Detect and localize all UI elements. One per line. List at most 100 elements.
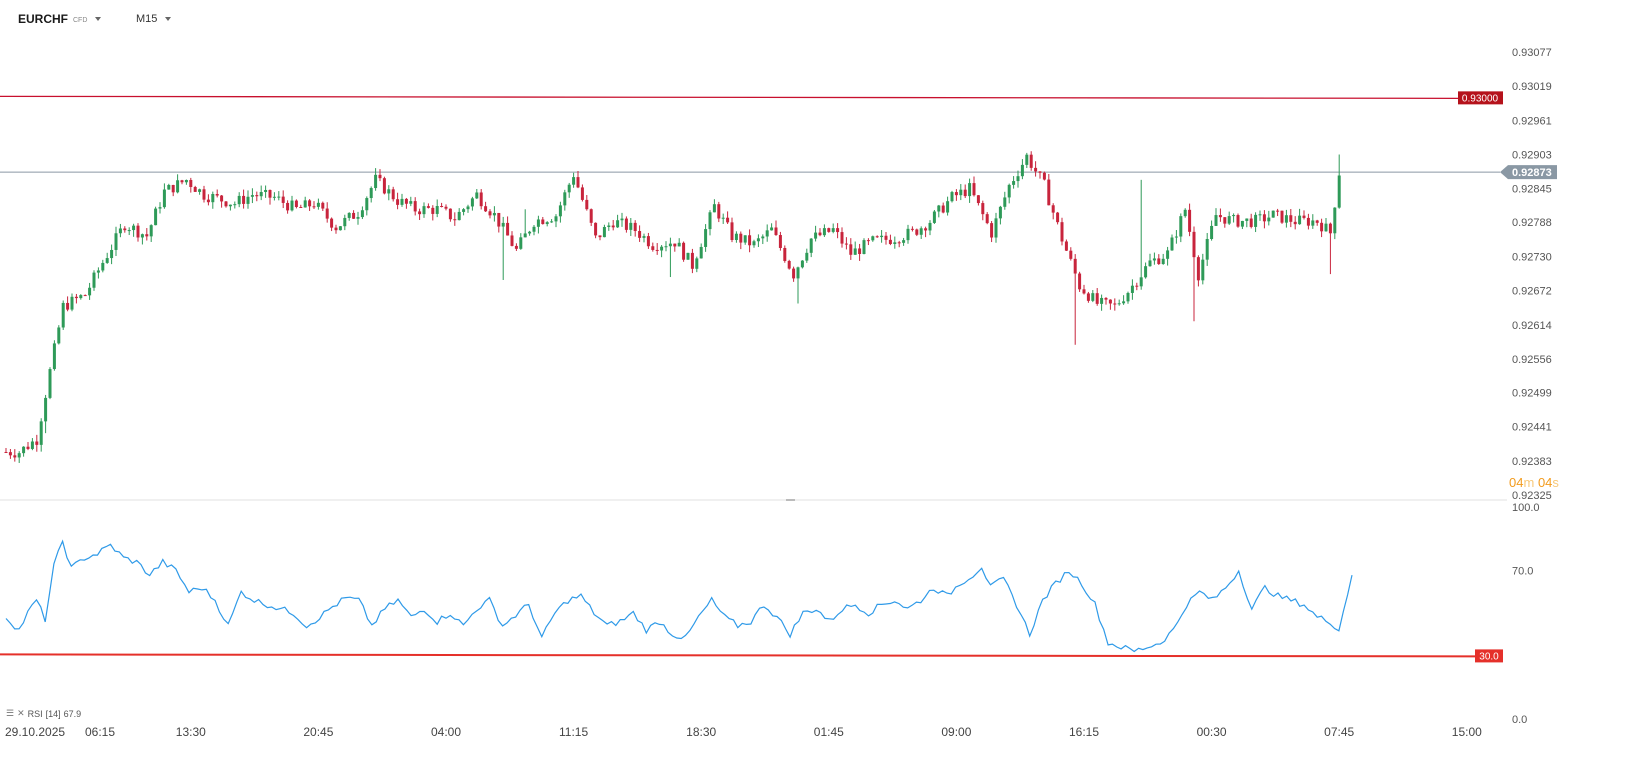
candle-body [796,267,800,279]
candle-body [431,207,435,214]
candle-body [519,237,523,249]
candle-body [74,296,78,299]
close-icon[interactable]: ✕ [17,708,25,718]
candle-body [259,192,263,197]
candle-body [1201,259,1205,281]
timeframe-selector[interactable]: M15 [136,10,172,28]
candle-body [884,235,888,240]
time-tick-label: 29.10.2025 [5,725,65,739]
candle-body [871,236,875,241]
candle-body [52,343,56,370]
resistance-line [0,95,1459,100]
candle-body [176,180,180,193]
candle-body [1333,207,1337,234]
price-tick-label: 0.92961 [1512,115,1552,127]
candle-body [1113,303,1117,305]
candle-body [682,242,686,260]
candle-body [48,369,52,398]
candle-body [1104,297,1108,300]
candle-body [1337,175,1341,208]
candle-body [598,235,602,238]
candle-body [444,206,448,209]
time-tick-label: 09:00 [941,725,971,739]
candle-body [550,221,554,223]
candle-body [299,206,303,208]
candle-body [44,397,48,422]
indicator-settings-icon[interactable]: ☰ [6,708,15,718]
candle-body [272,196,276,198]
resistance-label: 0.93000 [1462,93,1499,104]
candle-body [580,187,584,200]
candle-body [831,228,835,232]
candle-body [858,248,862,254]
candle-body [26,446,30,449]
candle-body [334,227,338,231]
rsi-tick-label: 100.0 [1512,502,1540,514]
candle-body [110,249,114,259]
rsi-level-box [1475,649,1503,663]
candle-body [484,206,488,212]
candle-body [699,246,703,259]
candle-body [712,204,716,213]
candle-body [220,195,224,202]
candle-body [492,212,496,216]
candle-body [880,235,884,238]
candle-body [79,295,83,299]
candle-countdown: 04m 04s [1509,475,1559,490]
price-tick-label: 0.92672 [1512,286,1552,298]
candle-body [585,199,589,210]
candle-body [413,201,417,212]
candle-body [281,196,285,203]
candle-body [677,242,681,247]
candle-body [932,211,936,223]
candle-body [242,195,246,204]
candle-body [1144,266,1148,278]
candle-body [1020,164,1024,177]
candle-body [1306,217,1310,226]
candle-body [193,187,197,192]
candle-body [717,204,721,219]
candle-body [4,451,8,453]
candle-body [800,260,804,268]
candle-body [959,189,963,196]
candle-body [466,206,470,210]
countdown-seconds-unit: s [1552,475,1559,490]
candle-body [321,202,325,209]
candle-body [92,272,96,288]
symbol-selector[interactable]: EURCHF CFD [18,10,102,28]
candle-body [1060,222,1064,242]
candle-body [919,228,923,235]
candle-body [853,248,857,255]
price-tick-label: 0.92903 [1512,150,1552,162]
candle-body [888,239,892,244]
candle-body [1034,167,1038,172]
candle-body [576,177,580,188]
pane-resize-handle [786,499,795,501]
rsi-legend[interactable]: ☰ ✕ RSI [14] 67.9 [6,708,81,719]
candle-body [1100,297,1104,304]
countdown-minutes-unit: m [1523,475,1535,490]
candle-body [83,295,87,297]
candle-body [39,421,43,445]
candle-body [567,184,571,193]
candle-body [396,199,400,205]
candle-body [1188,209,1192,232]
candle-body [206,199,210,203]
candle-body [642,236,646,238]
candle-body [1012,181,1016,185]
candle-body [250,195,254,197]
candle-body [488,211,492,216]
candle-body [629,222,633,230]
candle-body [1254,214,1258,227]
candle-body [356,217,360,219]
candle-body [1227,216,1231,224]
candle-body [1166,250,1170,259]
candle-body [286,202,290,211]
candle-body [708,212,712,230]
current-price-label: 0.92873 [1512,167,1552,179]
time-tick-label: 18:30 [686,725,716,739]
candle-body [404,198,408,204]
rsi-tick-label: 70.0 [1512,566,1533,578]
time-tick-label: 13:30 [176,725,206,739]
